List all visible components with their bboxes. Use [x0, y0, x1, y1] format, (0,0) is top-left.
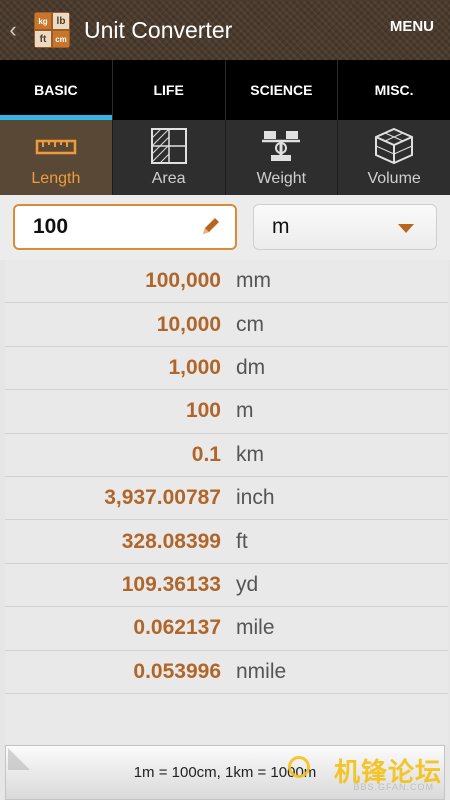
category-area[interactable]: Area — [113, 120, 226, 195]
category-area-label: Area — [151, 170, 186, 187]
result-value: 0.062137 — [133, 616, 221, 640]
action-bar: ‹ kg lb ft cm Unit Converter MENU — [0, 0, 450, 60]
list-item[interactable]: 328.08399 ft — [5, 520, 448, 564]
result-value: 100,000 — [145, 269, 221, 293]
category-weight-label: Weight — [256, 170, 307, 187]
input-area: m — [0, 195, 450, 260]
tab-bar: BASIC LIFE SCIENCE MISC. — [0, 60, 450, 120]
category-volume-label: Volume — [367, 170, 421, 187]
tab-misc[interactable]: MISC. — [374, 82, 414, 98]
expand-corner-icon[interactable] — [8, 748, 30, 770]
list-item[interactable]: 100,000 mm — [5, 260, 448, 304]
list-item[interactable]: 0.062137 mile — [5, 607, 448, 651]
result-unit: mm — [236, 269, 271, 293]
conversion-note: 1m = 100cm, 1km = 1000m — [133, 764, 317, 781]
result-value: 3,937.00787 — [104, 486, 221, 510]
result-unit: mile — [236, 616, 275, 640]
category-weight[interactable]: Weight — [226, 120, 339, 195]
result-unit: m — [236, 399, 254, 423]
result-value: 0.053996 — [133, 659, 221, 683]
cube-icon — [375, 128, 414, 164]
list-item[interactable]: 100 m — [5, 390, 448, 434]
result-value: 0.1 — [191, 442, 221, 466]
result-unit: yd — [236, 572, 259, 596]
tab-basic[interactable]: BASIC — [0, 60, 113, 120]
result-value: 100 — [185, 399, 221, 423]
list-item[interactable]: 109.36133 yd — [5, 564, 448, 608]
scale-icon — [262, 131, 301, 161]
result-unit: ft — [236, 529, 248, 553]
list-item[interactable]: 3,937.00787 inch — [5, 477, 448, 521]
list-item[interactable]: 1,000 dm — [5, 347, 448, 391]
result-unit: km — [236, 442, 264, 466]
app-logo-ft: ft — [35, 31, 51, 47]
result-value: 10,000 — [156, 312, 221, 336]
pencil-icon[interactable] — [200, 215, 222, 237]
list-item[interactable]: 0.053996 nmile — [5, 651, 448, 694]
results-list: 100,000 mm 10,000 cm 1,000 dm 100 m 0.1 km 3,… — [5, 260, 448, 744]
conversion-note-bar[interactable]: 1m = 100cm, 1km = 1000m — [5, 745, 445, 800]
app-logo-kg: kg — [35, 13, 51, 29]
category-volume[interactable]: Volume — [338, 120, 450, 195]
list-item[interactable]: 10,000 cm — [5, 303, 448, 347]
back-chevron-icon[interactable]: ‹ — [9, 17, 17, 42]
category-bar: Length Area Weight — [0, 120, 450, 195]
app-logo-icon[interactable]: kg lb ft cm — [34, 12, 70, 48]
result-unit: inch — [236, 486, 275, 510]
category-length[interactable]: Length — [0, 120, 113, 195]
ruler-icon — [35, 139, 77, 155]
area-grid-icon — [150, 128, 187, 164]
value-input[interactable] — [13, 204, 237, 250]
tab-science[interactable]: SCIENCE — [226, 60, 339, 120]
menu-button[interactable]: MENU — [389, 18, 434, 35]
result-value: 109.36133 — [121, 572, 221, 596]
list-item[interactable]: 0.1 km — [5, 434, 448, 477]
app-logo-lb: lb — [53, 13, 69, 29]
result-unit: nmile — [236, 659, 287, 683]
result-unit: cm — [236, 312, 264, 336]
result-value: 328.08399 — [121, 529, 221, 553]
result-unit: dm — [236, 355, 266, 379]
unit-dropdown-value: m — [272, 215, 290, 238]
caret-down-icon — [398, 224, 414, 233]
unit-dropdown[interactable]: m — [253, 204, 437, 250]
app-title: Unit Converter — [84, 16, 233, 43]
category-length-label: Length — [31, 170, 81, 187]
app-logo-cm: cm — [53, 31, 69, 47]
result-value: 1,000 — [168, 355, 221, 379]
tab-life[interactable]: LIFE — [113, 60, 226, 120]
